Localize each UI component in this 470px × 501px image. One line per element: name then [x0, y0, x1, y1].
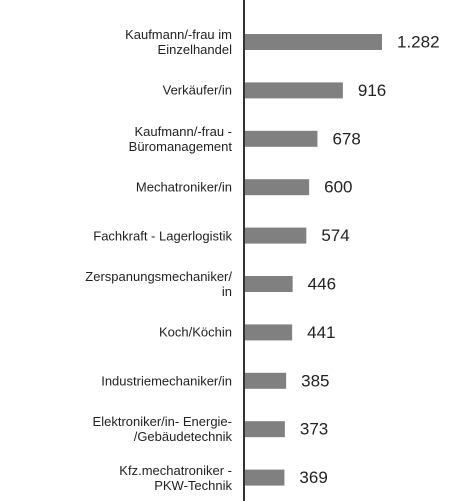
bar — [245, 421, 285, 438]
category-label: Kaufmann/-frau - Büromanagement — [128, 123, 232, 154]
value-label: 385 — [301, 371, 329, 390]
value-label: 600 — [324, 178, 352, 197]
bar — [245, 179, 310, 196]
category-label: Koch/Köchin — [159, 324, 232, 340]
category-label: Mechatroniker/in — [135, 179, 232, 195]
category-label: Kfz.mechatroniker - PKW-Technik — [119, 462, 232, 493]
category-label: Kaufmann/-frau im Einzelhandel — [125, 27, 232, 57]
value-label: 678 — [332, 129, 360, 148]
category-label: Elektroniker/in- Energie- /Gebäudetechni… — [92, 414, 232, 445]
value-label: 916 — [358, 81, 386, 100]
value-label: 1.282 — [397, 32, 440, 51]
category-label: Industriemechaniker/in — [101, 373, 232, 389]
value-label: 369 — [299, 468, 327, 487]
category-label: Zerspanungsmechaniker/ in — [85, 269, 232, 299]
value-label: 441 — [307, 323, 335, 342]
value-label: 574 — [321, 226, 349, 245]
category-label: Verkäufer/in — [162, 82, 232, 98]
value-label: 446 — [308, 274, 336, 293]
bar — [245, 469, 285, 486]
bar — [245, 34, 382, 50]
value-label: 373 — [300, 420, 328, 439]
bar — [245, 130, 318, 147]
bar — [245, 82, 343, 99]
bar — [245, 276, 293, 292]
bar — [245, 324, 293, 341]
category-label: Fachkraft - Lagerlogistik — [93, 228, 232, 244]
bar — [245, 372, 287, 389]
bar — [245, 227, 307, 244]
